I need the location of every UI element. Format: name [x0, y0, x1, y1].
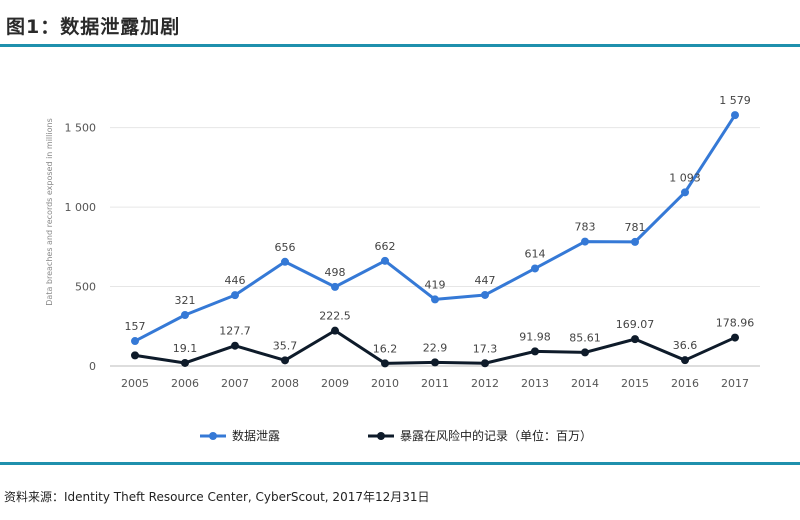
data-label-series-1: 157: [125, 320, 146, 333]
data-point-series-1: [231, 291, 239, 300]
y-tick-label: 1 500: [65, 122, 97, 135]
data-label-series-1: 781: [625, 221, 646, 234]
x-tick-label: 2006: [171, 377, 199, 390]
x-tick-label: 2011: [421, 377, 449, 390]
data-label-series-1: 656: [275, 241, 296, 254]
data-point-series-2: [531, 347, 539, 356]
legend-label-series-2: 暴露在风险中的记录（单位：百万）: [400, 428, 592, 443]
data-label-series-2: 16.2: [373, 342, 398, 355]
data-point-series-1: [481, 290, 489, 299]
data-point-series-2: [381, 359, 389, 368]
x-tick-label: 2017: [721, 377, 749, 390]
data-label-series-2: 22.9: [423, 341, 448, 354]
top-rule: [0, 44, 800, 47]
data-point-series-2: [231, 341, 239, 350]
x-tick-label: 2008: [271, 377, 299, 390]
data-point-series-2: [181, 358, 189, 367]
x-tick-label: 2013: [521, 377, 549, 390]
legend: 数据泄露 暴露在风险中的记录（单位：百万）: [200, 428, 592, 443]
bottom-rule: [0, 462, 800, 465]
data-point-series-2: [431, 358, 439, 367]
data-point-series-1: [331, 282, 339, 291]
data-label-series-1: 447: [475, 274, 496, 287]
page-title: 图1：数据泄露加剧: [6, 16, 181, 38]
data-point-series-2: [281, 356, 289, 365]
x-axis-ticks: 2005 2006 2007 2008 2009 2010 2011 2012 2013 2014…: [121, 377, 749, 390]
data-label-series-2: 127.7: [219, 325, 251, 338]
data-label-series-2: 222.5: [319, 310, 351, 323]
data-point-series-1: [731, 111, 739, 120]
data-point-series-2: [331, 326, 339, 335]
x-tick-label: 2007: [221, 377, 249, 390]
x-tick-label: 2005: [121, 377, 149, 390]
data-label-series-2: 85.61: [569, 331, 601, 344]
data-point-series-2: [681, 356, 689, 365]
legend-marker-series-2: [377, 432, 385, 440]
data-point-series-2: [631, 335, 639, 344]
data-label-series-1: 662: [375, 240, 396, 253]
x-tick-label: 2012: [471, 377, 499, 390]
x-tick-label: 2014: [571, 377, 599, 390]
data-point-series-1: [581, 237, 589, 246]
data-label-series-1: 446: [225, 274, 246, 287]
data-label-series-1: 783: [575, 221, 596, 234]
source-note: 资料来源：Identity Theft Resource Center, Cyb…: [4, 490, 430, 504]
data-point-series-1: [681, 188, 689, 197]
data-label-series-1: 1 579: [719, 94, 751, 107]
x-tick-label: 2010: [371, 377, 399, 390]
data-label-series-2: 35.7: [273, 339, 298, 352]
x-tick-label: 2016: [671, 377, 699, 390]
data-label-series-1: 1 093: [669, 171, 701, 184]
data-point-series-1: [181, 310, 189, 319]
data-point-series-1: [531, 264, 539, 273]
data-point-series-1: [281, 257, 289, 266]
y-axis-ticks: 0 500 1 000 1 500: [65, 122, 97, 373]
legend-label-series-1: 数据泄露: [232, 428, 280, 443]
data-point-series-1: [431, 295, 439, 304]
x-tick-label: 2009: [321, 377, 349, 390]
y-axis-label: Data breaches and records exposed in mil…: [45, 118, 54, 305]
grid-lines: [110, 127, 760, 367]
data-point-series-2: [131, 351, 139, 360]
legend-marker-series-1: [209, 432, 217, 440]
data-label-series-1: 321: [175, 294, 196, 307]
data-point-series-2: [731, 333, 739, 342]
data-point-series-1: [631, 237, 639, 246]
data-label-series-2: 178.96: [716, 317, 755, 330]
data-label-series-1: 498: [325, 266, 346, 279]
data-point-series-2: [481, 359, 489, 368]
data-label-series-1: 419: [425, 278, 446, 291]
y-tick-label: 0: [89, 360, 96, 373]
data-label-series-2: 19.1: [173, 342, 198, 355]
data-point-series-1: [381, 256, 389, 265]
data-point-series-1: [131, 337, 139, 346]
x-tick-label: 2015: [621, 377, 649, 390]
y-tick-label: 1 000: [65, 201, 97, 214]
data-label-series-2: 17.3: [473, 342, 498, 355]
series-group: 157 321 446 656 498 662 419 447 614 783 781 1 093 1 …: [125, 94, 755, 368]
data-label-series-2: 36.6: [673, 339, 698, 352]
data-label-series-2: 91.98: [519, 330, 551, 343]
data-point-series-2: [581, 348, 589, 357]
y-tick-label: 500: [75, 281, 96, 294]
data-label-series-1: 614: [525, 247, 546, 260]
data-label-series-2: 169.07: [616, 318, 655, 331]
